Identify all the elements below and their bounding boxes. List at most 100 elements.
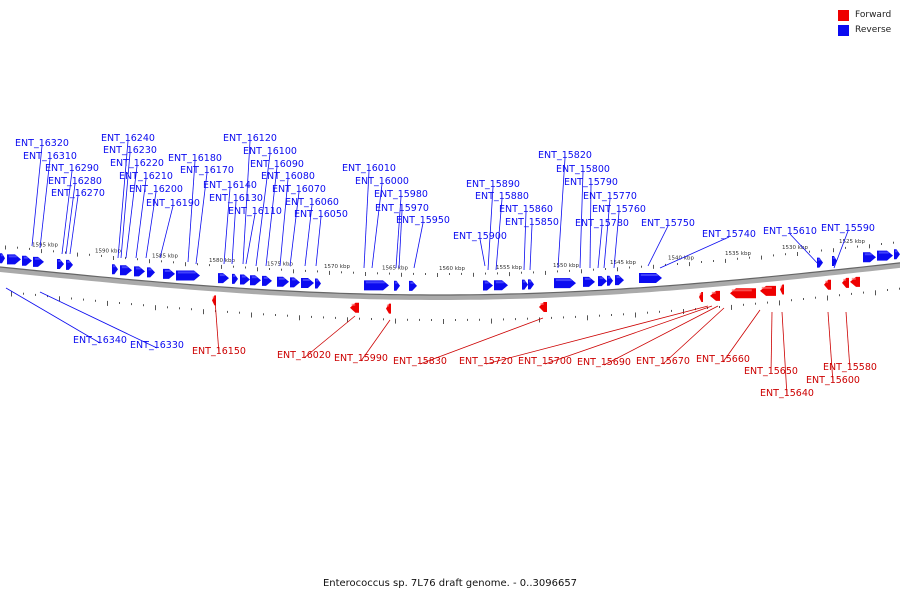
minor-tick xyxy=(797,252,798,256)
forward-gene-label: ENT_15830 xyxy=(393,356,447,367)
forward-gene-label-leader xyxy=(485,305,709,365)
reverse-gene-label: ENT_15860 xyxy=(499,204,553,215)
forward-gene-label-leader xyxy=(827,311,834,384)
forward-gene-label-leader xyxy=(662,307,725,365)
minor-tick xyxy=(791,299,792,302)
reverse-gene-label: ENT_15820 xyxy=(538,150,592,161)
minor-tick xyxy=(815,296,816,299)
minor-tick xyxy=(137,258,138,261)
reverse-gene-arrow-shine xyxy=(584,277,591,280)
kbp-tick-label: 1580 kbp xyxy=(209,258,235,264)
reverse-gene-label-leader xyxy=(833,230,849,269)
kbp-tick-label: 1525 kbp xyxy=(839,239,865,245)
minor-tick xyxy=(545,270,546,275)
reverse-gene-label-leader xyxy=(647,225,669,267)
minor-tick xyxy=(887,289,888,291)
minor-tick xyxy=(539,317,540,323)
reverse-gene-arrow-shine xyxy=(555,279,572,282)
minor-tick xyxy=(767,301,768,304)
forward-gene-label: ENT_15990 xyxy=(334,353,388,364)
reverse-gene-arrow-shine xyxy=(365,281,385,284)
minor-tick xyxy=(527,317,528,320)
minor-tick xyxy=(329,270,330,275)
reverse-gene-arrow-shine xyxy=(219,274,225,277)
minor-tick xyxy=(461,272,462,275)
reverse-gene-label: ENT_15750 xyxy=(641,218,695,229)
reverse-gene-label: ENT_15890 xyxy=(466,179,520,190)
minor-tick xyxy=(107,300,108,306)
reverse-gene-label-leader xyxy=(187,160,196,263)
minor-tick xyxy=(611,314,612,316)
minor-tick xyxy=(593,268,594,271)
minor-tick xyxy=(821,249,822,252)
minor-tick xyxy=(521,271,522,274)
minor-tick xyxy=(413,272,414,275)
reverse-gene-arrow-shine xyxy=(599,277,604,280)
legend: Forward Reverse xyxy=(838,9,900,39)
minor-tick xyxy=(221,264,222,269)
forward-gene-arrow-shine xyxy=(780,285,783,288)
minor-tick xyxy=(173,261,174,264)
forward-gene-arrow-shine xyxy=(843,278,847,281)
minor-tick xyxy=(407,318,408,321)
minor-tick xyxy=(191,308,192,311)
minor-tick xyxy=(143,304,144,307)
minor-tick xyxy=(875,290,876,296)
minor-tick xyxy=(359,317,360,320)
forward-gene-arrow-shine xyxy=(699,293,702,296)
reverse-gene-arrow-shine xyxy=(67,260,71,263)
reverse-gene-arrow-shine xyxy=(135,267,141,270)
forward-gene-label: ENT_15580 xyxy=(823,362,877,373)
minor-tick xyxy=(551,316,552,319)
minor-tick xyxy=(47,295,48,298)
forward-gene-label-leader xyxy=(770,311,773,375)
reverse-gene-label-leader xyxy=(315,216,322,267)
minor-tick xyxy=(155,305,156,311)
minor-tick xyxy=(431,319,432,321)
reverse-gene-arrow-shine xyxy=(529,280,532,283)
minor-tick xyxy=(269,268,270,270)
minor-tick xyxy=(635,312,636,318)
reverse-gene-label-leader xyxy=(603,198,611,269)
minor-tick xyxy=(275,314,276,316)
reverse-gene-label: ENT_16000 xyxy=(355,176,409,187)
reverse-gene-label: ENT_15950 xyxy=(396,215,450,226)
kbp-tick-label: 1560 kbp xyxy=(439,266,465,272)
reverse-gene-label-leader xyxy=(589,184,592,269)
reverse-gene-label-leader xyxy=(61,170,73,255)
kbp-tick-label: 1530 kbp xyxy=(782,245,808,251)
minor-tick xyxy=(305,269,306,272)
reverse-gene-arrow-shine xyxy=(302,278,310,281)
minor-tick xyxy=(563,316,564,319)
minor-tick xyxy=(839,294,840,297)
kbp-tick-label: 1570 kbp xyxy=(324,264,350,270)
reverse-gene-label: ENT_16050 xyxy=(294,209,348,220)
reverse-gene-arrow-shine xyxy=(241,275,246,278)
minor-tick xyxy=(623,313,624,316)
reverse-gene-arrow-shine xyxy=(278,277,285,280)
reverse-gene-label: ENT_16100 xyxy=(243,146,297,157)
reverse-gene-label: ENT_15900 xyxy=(453,231,507,242)
minor-tick xyxy=(689,262,690,267)
reverse-gene-label: ENT_16110 xyxy=(228,206,282,217)
reverse-gene-label: ENT_15590 xyxy=(821,223,875,234)
reverse-gene-arrow-shine xyxy=(177,271,196,274)
reverse-gene-label-leader xyxy=(135,178,147,259)
minor-tick xyxy=(515,318,516,321)
minor-tick xyxy=(5,245,6,250)
legend-item-reverse: Reverse xyxy=(838,24,900,39)
reverse-gene-label: ENT_16340 xyxy=(73,335,127,346)
minor-tick xyxy=(671,309,672,312)
minor-tick xyxy=(251,312,252,318)
forward-gene-arrow-shine xyxy=(386,304,389,307)
forward-gene-arrow xyxy=(539,301,547,312)
reverse-gene-label: ENT_16330 xyxy=(130,340,184,351)
minor-tick xyxy=(743,303,744,306)
forward-gene-label: ENT_15720 xyxy=(459,356,513,367)
minor-tick xyxy=(809,250,810,253)
minor-tick xyxy=(449,273,450,275)
minor-tick xyxy=(203,309,204,315)
minor-tick xyxy=(65,251,66,254)
minor-tick xyxy=(263,313,264,316)
minor-tick xyxy=(131,303,132,306)
